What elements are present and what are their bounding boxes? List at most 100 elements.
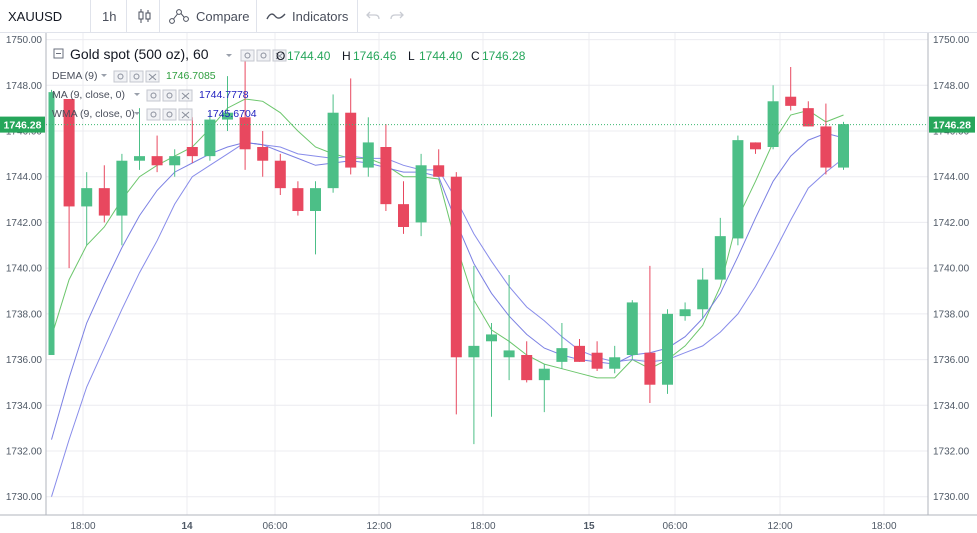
time-axis: 18:00 14 06:00 12:00 18:00 15 06:00 12:00 18:00 (70, 521, 896, 532)
indicators-button[interactable]: Indicators (266, 0, 348, 32)
candle (574, 339, 585, 362)
ohlc-value: 1746.28 (482, 49, 526, 63)
eye-glyph (117, 73, 124, 80)
gear-icon (256, 49, 271, 62)
candle-body (63, 99, 75, 207)
candle (697, 268, 709, 319)
candle (222, 76, 233, 131)
candle-body (48, 92, 55, 355)
candle-body (415, 165, 427, 223)
ohlc-value: 1744.40 (419, 49, 463, 63)
toolbar-divider (159, 0, 160, 32)
undo-icon (366, 11, 380, 20)
candle (204, 112, 216, 161)
y-tick-label-left: 1736.00 (6, 355, 43, 366)
chart-legend: Gold spot (500 oz), 60 O 1744.40 H 1746.46 L 1… (52, 46, 526, 121)
candle (838, 121, 849, 170)
last-price-tag-right (929, 116, 975, 133)
candle (151, 135, 163, 173)
compare-icon (169, 9, 189, 24)
study-name: MA (9, close, 0) (52, 89, 125, 101)
indicator-lines (51, 98, 844, 497)
candle (257, 131, 269, 177)
candle (591, 341, 603, 371)
chart-style-button[interactable] (135, 0, 153, 32)
symbol-search[interactable]: XAUUSD (8, 8, 63, 24)
study-menu-icon (134, 93, 140, 96)
price-axis-right: 1750.001748.001746.001744.001742.001740.… (933, 35, 970, 503)
candle (433, 149, 445, 177)
chart-grid (0, 33, 977, 516)
x-tick-label: 18:00 (871, 521, 896, 532)
candle-body (574, 345, 585, 362)
compare-button[interactable]: Compare (168, 0, 249, 32)
candle-body (750, 142, 761, 150)
candle-body (134, 156, 145, 161)
x-tick-label: 06:00 (262, 521, 287, 532)
candle-body (644, 352, 656, 385)
eye-glyph (244, 52, 251, 59)
y-tick-label-right: 1742.00 (933, 218, 970, 229)
eye-icon (146, 89, 161, 102)
candle-body (556, 348, 568, 362)
y-tick-label-left: 1740.00 (6, 264, 43, 275)
candle-body (169, 156, 181, 166)
candle-body (538, 368, 550, 381)
redo-button[interactable] (390, 0, 404, 32)
y-tick-label-right: 1734.00 (933, 401, 970, 412)
y-tick-label-right: 1750.00 (933, 35, 970, 46)
candle (662, 309, 673, 394)
candle-body (503, 350, 515, 358)
close-glyph (181, 92, 190, 100)
candle (63, 99, 75, 269)
candles (48, 57, 849, 445)
candle-body (714, 236, 726, 280)
candle-body (486, 334, 497, 342)
y-tick-label-right: 1732.00 (933, 447, 970, 458)
y-tick-label-left: 1730.00 (6, 492, 43, 503)
last-price-tag-left (0, 116, 45, 133)
toolbar-divider (126, 0, 127, 32)
ohlc-label: L (408, 49, 415, 63)
candle-body (626, 302, 638, 355)
candle-body (433, 165, 445, 177)
ohlc-label: O (276, 49, 285, 63)
x-tick-label: 15 (583, 521, 595, 532)
candle (538, 364, 550, 413)
candle-body (450, 176, 462, 358)
candle-body (186, 147, 198, 157)
candle (767, 85, 779, 150)
candle-body (310, 188, 321, 211)
x-tick-label: 18:00 (470, 521, 495, 532)
y-tick-label-right: 1748.00 (933, 81, 970, 92)
x-tick-label: 18:00 (70, 521, 95, 532)
candle (679, 302, 691, 321)
y-tick-label-left: 1750.00 (6, 35, 43, 46)
price-axis-left: 1750.001748.001746.001744.001742.001740.… (6, 35, 43, 503)
study-name: DEMA (9) (52, 70, 98, 82)
gear-icon (162, 89, 177, 102)
plot-background (46, 33, 928, 515)
candle (398, 181, 409, 234)
candle-body (697, 279, 709, 310)
candle-body (838, 124, 849, 168)
ma-line (51, 141, 844, 497)
eye-glyph (150, 92, 157, 99)
candle (626, 300, 638, 360)
price-chart[interactable]: 1750.001748.001746.001744.001742.001740.… (0, 33, 977, 533)
candle-body (468, 345, 480, 358)
interval-button[interactable]: 1h (102, 8, 117, 24)
y-tick-label-right: 1730.00 (933, 492, 970, 503)
last-price-label-left: 1746.28 (4, 120, 42, 132)
candle-body (151, 156, 163, 166)
candle-body (98, 188, 110, 216)
undo-button[interactable] (366, 0, 380, 32)
candle (521, 341, 533, 383)
candle-body (239, 117, 251, 150)
eye-glyph (150, 111, 157, 118)
wma-line (51, 132, 844, 440)
candle-body (679, 309, 691, 317)
candle-body (732, 140, 744, 239)
candle-body (81, 188, 93, 207)
x-tick-label: 06:00 (662, 521, 687, 532)
